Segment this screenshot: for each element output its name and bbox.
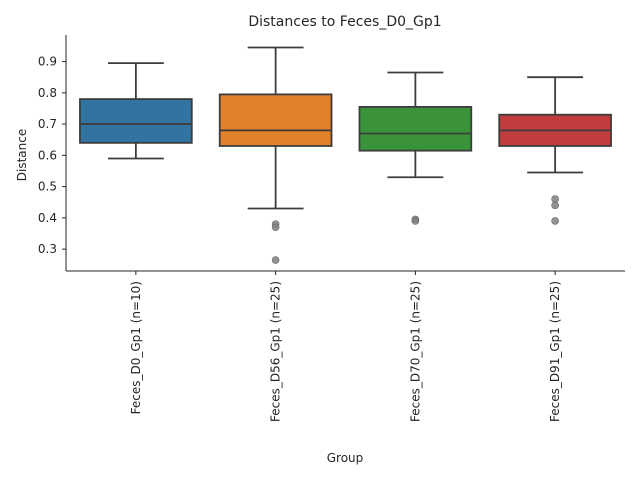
y-tick-label: 0.4 [38, 211, 57, 225]
chart-title: Distances to Feces_D0_Gp1 [248, 14, 441, 30]
y-axis-label: Distance [15, 129, 29, 181]
x-tick-label: Feces_D0_Gp1 (n=10) [129, 281, 143, 414]
y-tick-label: 0.9 [38, 55, 57, 69]
x-tick-label: Feces_D70_Gp1 (n=25) [408, 281, 422, 422]
iqr-box [79, 98, 193, 144]
y-tick-label: 0.8 [38, 86, 57, 100]
x-axis-label: Group [327, 451, 364, 465]
box-group [358, 71, 473, 225]
outlier-point [551, 195, 559, 203]
box-group [218, 46, 333, 264]
y-tick-label: 0.5 [38, 180, 57, 194]
x-tick-label: Feces_D56_Gp1 (n=25) [269, 281, 283, 422]
outlier-point [411, 217, 420, 225]
outlier-point [551, 201, 559, 210]
box-group [498, 76, 612, 225]
outlier-point [271, 256, 280, 264]
y-tick-label: 0.3 [38, 242, 57, 256]
iqr-box [218, 93, 333, 147]
outlier-point [271, 223, 280, 232]
y-tick-label: 0.7 [38, 117, 57, 131]
iqr-box [358, 105, 473, 152]
y-tick-label: 0.6 [38, 148, 57, 162]
outlier-point [551, 217, 559, 225]
x-tick-label: Feces_D91_Gp1 (n=25) [548, 281, 562, 422]
plot-area: 0.3 0.4 0.5 0.6 0.7 0.8 0.9 Feces_D0_Gp1 (n=10)… [38, 35, 625, 422]
box-group [79, 62, 193, 160]
